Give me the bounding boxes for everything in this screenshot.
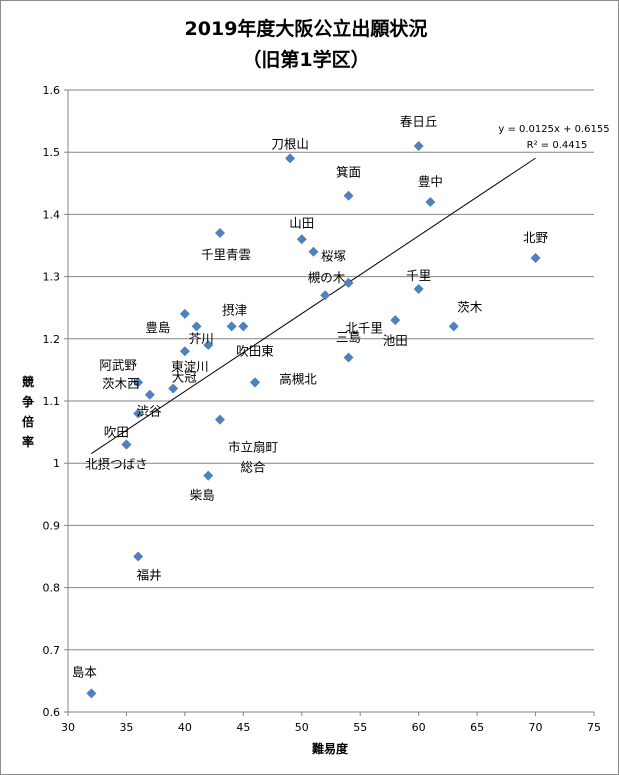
- point-label: 千里: [406, 268, 431, 283]
- y-tick-label: 0.8: [43, 582, 61, 595]
- data-point: [238, 321, 249, 332]
- point-label: 山田: [289, 215, 314, 230]
- point-label: 島本: [72, 664, 98, 679]
- x-axis-title: 難易度: [312, 741, 349, 756]
- data-point: [133, 551, 144, 562]
- point-label: 池田: [383, 333, 408, 348]
- point-label: 渋谷: [137, 403, 163, 418]
- x-tick-label: 75: [587, 721, 601, 734]
- chart-title-line1: 2019年度大阪公立出願状況: [185, 17, 428, 40]
- point-label: 茨木: [457, 299, 483, 314]
- data-point: [86, 688, 97, 699]
- data-point: [250, 377, 261, 388]
- y-tick-label: 1.1: [43, 395, 61, 408]
- point-label: 大冠: [172, 370, 198, 385]
- data-point: [121, 439, 132, 450]
- point-label: 千里青雲: [201, 247, 251, 262]
- y-tick-label: 1.5: [43, 146, 61, 159]
- data-point: [214, 414, 225, 425]
- point-label: 桜塚: [321, 249, 347, 264]
- x-tick-label: 30: [61, 721, 75, 734]
- data-point: [144, 389, 155, 400]
- data-point: [191, 321, 202, 332]
- y-tick-label: 1: [53, 457, 60, 470]
- trendline-line: [91, 157, 536, 454]
- point-label: 春日丘: [400, 114, 438, 129]
- point-label: 芥川: [189, 331, 214, 346]
- data-point: [413, 284, 424, 295]
- x-tick-label: 40: [178, 721, 192, 734]
- data-point: [530, 252, 541, 263]
- x-tick-label: 50: [295, 721, 309, 734]
- data-point: [343, 190, 354, 201]
- point-label: 東淀川: [171, 359, 209, 374]
- point-label: 北野: [523, 230, 549, 245]
- chart-title-line2: （旧第1学区）: [242, 48, 369, 71]
- point-label: 吹田東: [236, 343, 274, 358]
- data-points: [86, 140, 541, 699]
- data-point: [179, 346, 190, 357]
- data-point: [343, 277, 354, 288]
- trendline-r-squared: R² = 0.4415: [527, 140, 588, 151]
- point-label: 摂津: [222, 302, 247, 317]
- data-point: [203, 470, 214, 481]
- x-tick-label: 55: [353, 721, 367, 734]
- data-point: [168, 383, 179, 394]
- data-point: [179, 308, 190, 319]
- data-point: [133, 377, 144, 388]
- point-label: 北千里: [345, 320, 383, 335]
- data-point: [343, 352, 354, 363]
- x-tick-label: 65: [470, 721, 484, 734]
- point-label: 北摂つばさ: [85, 457, 148, 472]
- data-point: [320, 290, 331, 301]
- point-label: 阿武野: [99, 357, 137, 372]
- point-label: 柴島: [190, 488, 215, 503]
- data-point: [448, 321, 459, 332]
- data-point: [413, 140, 424, 151]
- y-tick-label: 1.4: [43, 208, 61, 221]
- point-label: 刀根山: [271, 136, 309, 151]
- point-label: 三島: [336, 329, 361, 344]
- data-point: [296, 234, 307, 245]
- y-tick-labels: 0.6 0.7 0.8 0.9 1 1.1 1.2 1.3 1.4 1.5 1.6: [43, 84, 61, 719]
- data-point: [214, 228, 225, 239]
- y-tick-label: 0.7: [43, 644, 61, 657]
- trendline-equation: y = 0.0125x + 0.6155: [498, 124, 609, 135]
- x-tick-label: 45: [236, 721, 250, 734]
- data-point: [285, 153, 296, 164]
- data-point: [390, 315, 401, 326]
- x-tick-label: 35: [119, 721, 133, 734]
- x-tick-label: 70: [529, 721, 543, 734]
- point-label: 茨木西: [102, 376, 140, 391]
- data-point: [425, 196, 436, 207]
- point-label: 槻の木: [308, 270, 346, 285]
- y-axis-title: 競争倍率: [22, 374, 34, 449]
- data-point: [133, 408, 144, 419]
- data-point: [203, 340, 214, 351]
- point-label: 豊中: [418, 174, 443, 189]
- axes: [67, 90, 595, 716]
- data-point: [226, 321, 237, 332]
- point-label: 福井: [137, 568, 162, 583]
- y-tick-label: 1.6: [43, 84, 61, 97]
- point-label: 市立扇町総合: [228, 440, 278, 475]
- gridlines: [64, 89, 594, 713]
- point-label: 吹田: [104, 425, 129, 440]
- point-label: 豊島: [145, 320, 170, 335]
- data-point: [308, 246, 319, 257]
- point-label: 高槻北: [279, 371, 317, 386]
- y-tick-label: 1.2: [43, 333, 61, 346]
- x-tick-label: 60: [412, 721, 426, 734]
- point-label: 箕面: [336, 165, 361, 180]
- y-tick-label: 1.3: [43, 271, 61, 284]
- y-tick-label: 0.9: [43, 519, 61, 532]
- trendline: [91, 157, 536, 454]
- y-tick-label: 0.6: [43, 706, 61, 719]
- x-tick-labels: 30 35 40 45 50 55 60 65 70 75: [61, 721, 601, 734]
